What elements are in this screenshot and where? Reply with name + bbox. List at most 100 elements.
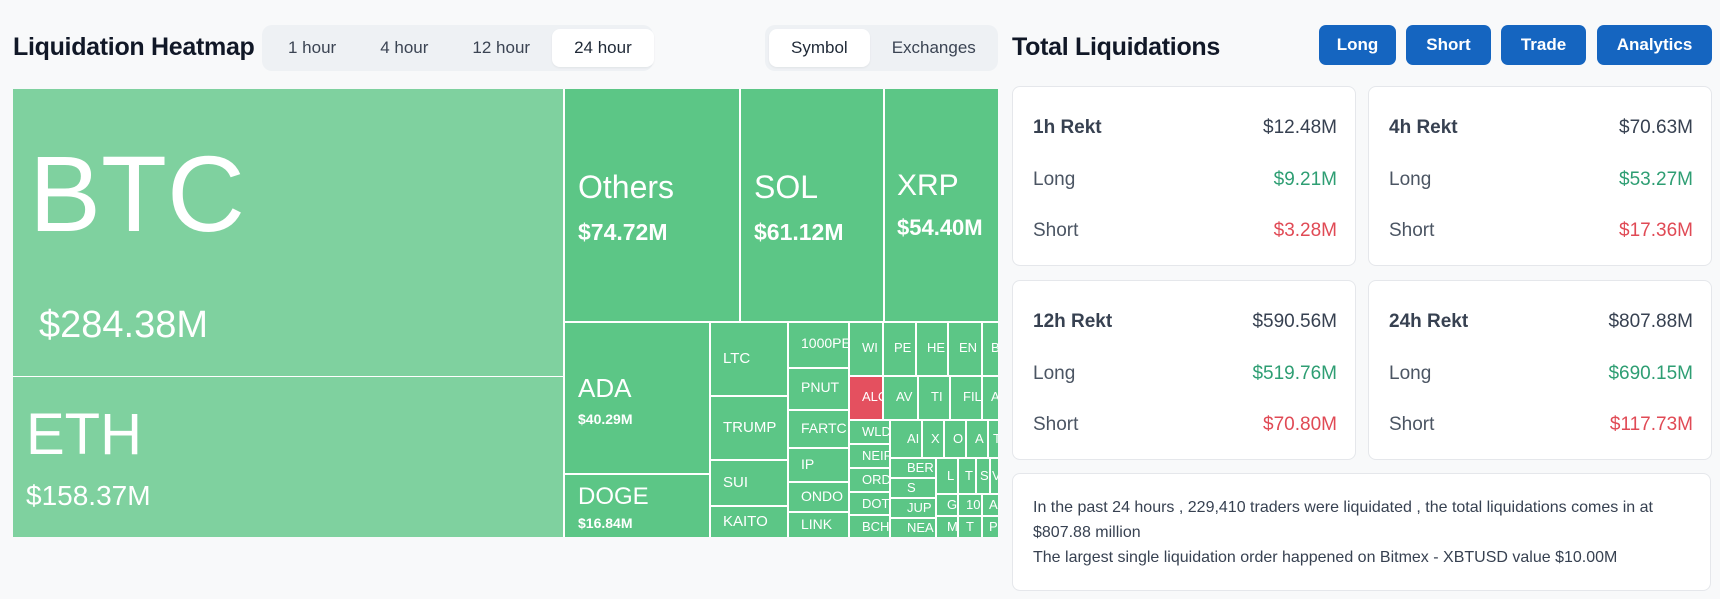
cell-value: $74.72M	[578, 219, 668, 245]
treemap-cell-avax[interactable]: AV	[884, 377, 917, 419]
treemap-cell-l[interactable]: L	[937, 459, 957, 493]
trade-button[interactable]: Trade	[1501, 25, 1586, 65]
tab-12-hour[interactable]: 12 hour	[472, 38, 531, 57]
summary-line-1: In the past 24 hours , 229,410 traders w…	[1033, 499, 1653, 541]
treemap-cell-trump[interactable]: TRUMP	[711, 397, 787, 459]
treemap-cell-eth[interactable]: ETH $158.37M	[13, 377, 563, 537]
cell-value: $54.40M	[897, 215, 983, 240]
short-value: $3.28M	[1273, 220, 1337, 241]
treemap-cell-bch[interactable]: BCH	[850, 516, 889, 537]
time-range-tabs: 1 hour 4 hour 12 hour 24 hour	[262, 25, 654, 71]
treemap-cell-wif[interactable]: WI	[850, 323, 882, 375]
cell-symbol: JUP	[907, 500, 932, 515]
cell-symbol: AI	[907, 431, 920, 446]
cell-symbol: A	[989, 497, 998, 512]
treemap-cell-pe[interactable]: PE	[884, 323, 915, 375]
cell-symbol: PE	[894, 340, 912, 355]
treemap-cell-ltc[interactable]: LTC	[711, 323, 787, 395]
treemap-cell-btc[interactable]: BTC $284.38M	[13, 89, 563, 376]
treemap-cell-link[interactable]: LINK	[789, 513, 848, 537]
treemap-cell-doge[interactable]: DOGE $16.84M	[565, 475, 709, 537]
short-label: Short	[1033, 414, 1079, 435]
long-label: Long	[1033, 363, 1076, 384]
treemap-cell-t2[interactable]: T	[959, 459, 975, 493]
tab-4-hour[interactable]: 4 hour	[380, 38, 429, 57]
treemap-cell-1000pepe[interactable]: 1000PE	[789, 323, 848, 367]
cell-symbol: V	[992, 468, 998, 483]
cell-symbol: TI	[931, 389, 943, 404]
treemap-cell-a[interactable]: A	[967, 421, 987, 457]
cell-symbol: NEIR	[862, 448, 889, 463]
treemap-cell-ena[interactable]: EN	[949, 323, 981, 375]
long-button[interactable]: Long	[1319, 25, 1396, 65]
treemap-cell-near[interactable]: NEA	[891, 519, 935, 537]
treemap-cell-ada[interactable]: ADA $40.29M	[565, 323, 709, 473]
long-label: Long	[1389, 363, 1432, 384]
cell-symbol: LTC	[723, 350, 751, 367]
cell-symbol: A	[975, 431, 984, 446]
long-label: Long	[1033, 169, 1076, 190]
cell-symbol: ONDO	[801, 488, 843, 504]
long-value: $690.15M	[1608, 363, 1693, 384]
tab-symbol[interactable]: Symbol	[769, 29, 870, 67]
cell-symbol: S	[980, 468, 989, 483]
cell-symbol: ETH	[26, 402, 142, 467]
treemap-cell-ai[interactable]: AI	[891, 421, 921, 457]
short-button[interactable]: Short	[1406, 25, 1491, 65]
treemap-cell-hbar[interactable]: HE	[917, 323, 947, 375]
long-value: $53.27M	[1619, 169, 1693, 190]
analytics-button[interactable]: Analytics	[1597, 25, 1712, 65]
treemap-cell-s[interactable]: S	[891, 479, 935, 497]
card-title: 24h Rekt	[1389, 311, 1469, 332]
treemap-cell-sui[interactable]: SUI	[711, 461, 787, 505]
long-label: Long	[1389, 169, 1432, 190]
treemap-cell-v[interactable]: V	[991, 459, 998, 493]
liquidation-treemap: BTC $284.38M ETH $158.37M Others $74.72M…	[13, 89, 998, 537]
treemap-cell-10[interactable]: 10	[959, 495, 981, 515]
cell-symbol: PNUT	[801, 379, 840, 395]
summary-line-2: The largest single liquidation order hap…	[1033, 549, 1618, 566]
treemap-cell-neiro[interactable]: NEIR	[850, 445, 889, 467]
tab-24-hour[interactable]: 24 hour	[552, 29, 654, 67]
cell-symbol: LINK	[801, 516, 833, 532]
treemap-cell-wld[interactable]: WLD	[850, 421, 889, 443]
tab-exchanges[interactable]: Exchanges	[891, 38, 976, 57]
treemap-cell-fartcoin[interactable]: FARTC	[789, 411, 848, 447]
short-value: $117.73M	[1609, 414, 1693, 435]
treemap-cell-ondo[interactable]: ONDO	[789, 483, 848, 511]
cell-symbol: IP	[801, 456, 815, 472]
cell-symbol: AA	[991, 389, 998, 404]
stat-card-12h: 12h Rekt $590.56M Long $519.76M Short $7…	[1012, 280, 1356, 460]
treemap-cell-ip[interactable]: IP	[789, 449, 848, 481]
treemap-cell-a2[interactable]: A	[983, 495, 998, 515]
treemap-cell-t[interactable]: T	[989, 421, 998, 457]
treemap-cell-alch[interactable]: ALC	[850, 377, 882, 419]
short-label: Short	[1389, 220, 1435, 241]
treemap-cell-jup[interactable]: JUP	[891, 499, 935, 517]
cell-symbol: O	[953, 431, 964, 446]
treemap-cell-p[interactable]: P	[983, 517, 998, 537]
treemap-cell-s2[interactable]: S	[977, 459, 989, 493]
treemap-cell-ordi[interactable]: ORD	[850, 469, 889, 491]
treemap-cell-bnb[interactable]: BN	[983, 323, 998, 375]
short-value: $17.36M	[1619, 220, 1693, 241]
treemap-cell-xrp[interactable]: XRP $54.40M	[885, 89, 998, 321]
cell-symbol: FIL	[963, 389, 981, 404]
treemap-cell-g[interactable]: G	[937, 495, 957, 515]
treemap-cell-fil[interactable]: FIL	[951, 377, 981, 419]
treemap-cell-o[interactable]: O	[945, 421, 965, 457]
treemap-cell-x[interactable]: X	[923, 421, 943, 457]
cell-value: $158.37M	[26, 480, 151, 511]
treemap-cell-t3[interactable]: T	[959, 517, 981, 537]
treemap-cell-m[interactable]: M	[937, 517, 957, 537]
treemap-cell-sol[interactable]: SOL $61.12M	[741, 89, 883, 321]
treemap-cell-pnut[interactable]: PNUT	[789, 369, 848, 409]
treemap-cell-kaito[interactable]: KAITO	[711, 507, 787, 537]
treemap-cell-aave[interactable]: AA	[983, 377, 998, 419]
treemap-cell-dot[interactable]: DOT	[850, 493, 889, 514]
treemap-cell-bera[interactable]: BER	[891, 459, 935, 477]
card-total: $12.48M	[1263, 117, 1337, 138]
tab-1-hour[interactable]: 1 hour	[288, 38, 337, 57]
treemap-cell-others[interactable]: Others $74.72M	[565, 89, 739, 321]
treemap-cell-tia[interactable]: TI	[919, 377, 949, 419]
